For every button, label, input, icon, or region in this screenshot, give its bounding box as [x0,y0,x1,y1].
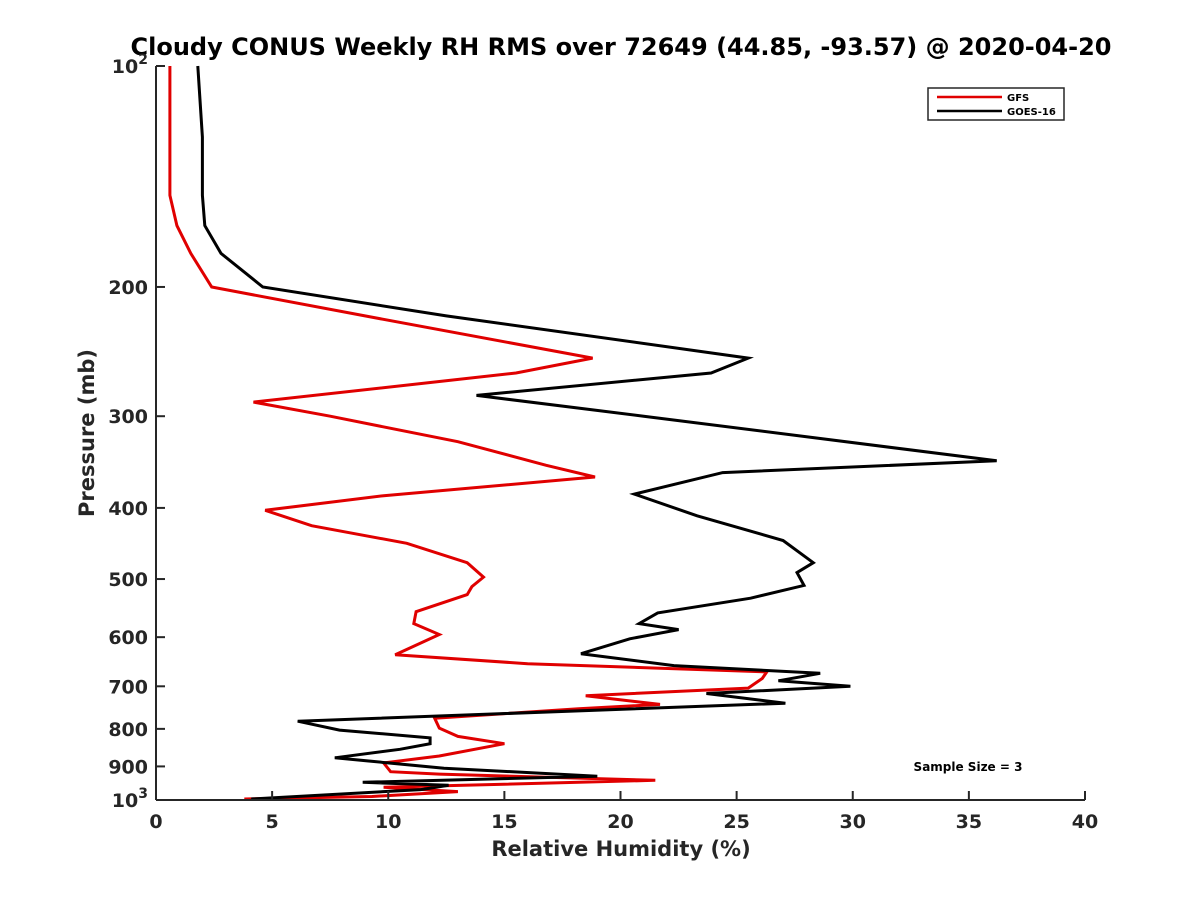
legend-box [927,87,1065,121]
x-axis-label: Relative Humidity (%) [491,837,750,861]
x-tick-label: 10 [375,811,401,833]
y-tick-label: 103 [112,786,148,812]
y-tick-label: 800 [108,719,148,741]
y-tick-label: 300 [108,406,148,428]
y-axis-label: Pressure (mb) [75,349,99,517]
y-tick-label: 400 [108,498,148,520]
y-tick-label: 600 [108,627,148,649]
legend-label-gfs: GFS [1007,93,1029,104]
y-tick-base: 10 [112,56,138,78]
chart-title: Cloudy CONUS Weekly RH RMS over 72649 (4… [131,33,1112,61]
x-tick-label: 30 [840,811,866,833]
x-tick-label: 20 [607,811,633,833]
y-tick-label: 700 [108,676,148,698]
x-tick-label: 35 [956,811,982,833]
y-tick-label: 500 [108,569,148,591]
y-tick-label: 900 [108,756,148,778]
y-tick-label: 102 [112,52,148,78]
legend-label-goes-16: GOES-16 [1007,107,1056,118]
legend: GFS GOES-16 [927,87,1065,121]
y-tick-label: 200 [108,277,148,299]
y-tick-exponent: 2 [138,52,148,68]
x-tick-label: 40 [1072,811,1098,833]
x-tick-label: 25 [723,811,749,833]
x-tick-label: 0 [149,811,162,833]
x-tick-label: 5 [266,811,279,833]
series-line-gfs [168,66,770,801]
y-tick-base: 10 [112,790,138,812]
sample-size-annotation: Sample Size = 3 [914,760,1023,774]
series-lines [168,65,997,801]
plot-area: 0 5 10 15 20 25 30 35 40 10220030040050060070080… [108,52,1098,833]
y-tick-exponent: 3 [138,786,148,802]
x-tick-label: 15 [491,811,517,833]
x-axis-ticks: 0 5 10 15 20 25 30 35 40 [149,791,1098,833]
series-line-goes-16 [196,65,997,801]
